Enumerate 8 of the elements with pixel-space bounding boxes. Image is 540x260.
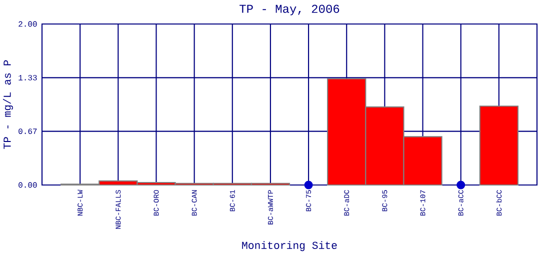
chart-title: TP - May, 2006 xyxy=(240,4,340,16)
y-tick-label: 2.00 xyxy=(18,21,37,27)
y-tick-label: 0.00 xyxy=(18,182,37,188)
y-tick-label: 1.33 xyxy=(18,74,37,80)
y-tick-label: 0.67 xyxy=(18,128,37,134)
bar xyxy=(479,106,518,186)
x-axis-title: Monitoring Site xyxy=(242,241,337,252)
y-axis-title: TP - mg/L as P xyxy=(2,60,13,149)
